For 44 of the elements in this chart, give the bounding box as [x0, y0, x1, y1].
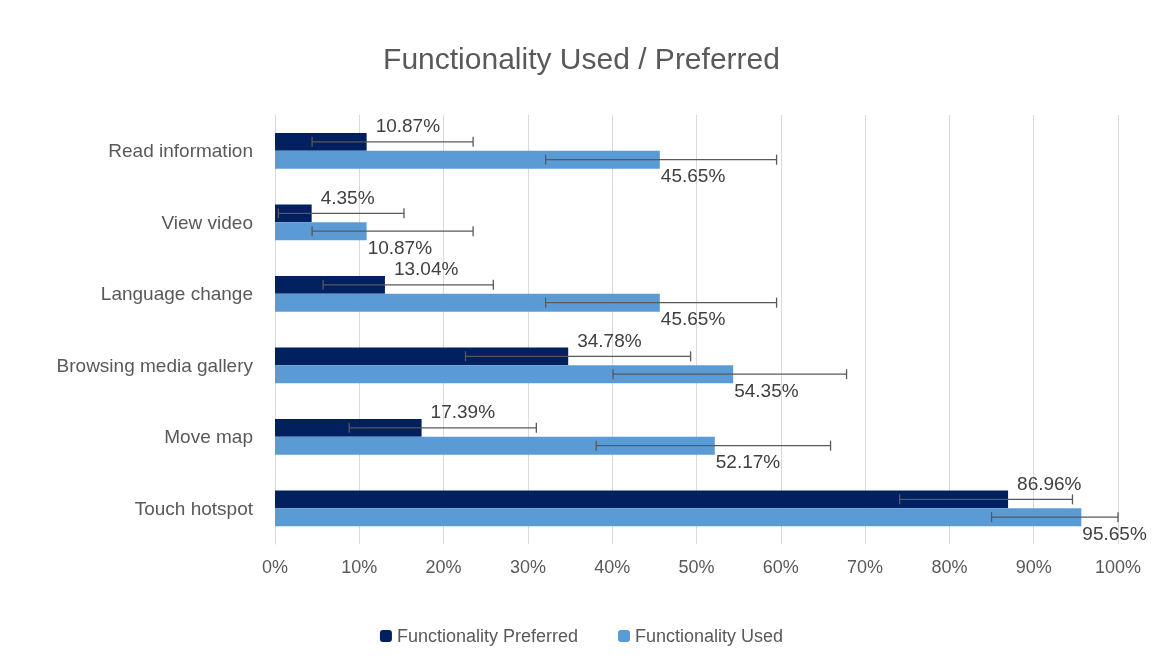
x-tick-label: 0% — [261, 557, 289, 577]
data-label: 45.65% — [660, 308, 726, 330]
x-tick-label: 70% — [847, 557, 884, 577]
legend-label: Functionality Preferred — [396, 626, 579, 646]
x-tick-label: 50% — [678, 557, 715, 577]
y-tick-label: Language change — [100, 283, 253, 305]
bar — [275, 275, 385, 294]
x-tick-label: 20% — [425, 557, 462, 577]
x-tick-label: 100% — [1094, 557, 1142, 577]
x-tick-label: 10% — [341, 557, 378, 577]
data-label: 86.96% — [1017, 472, 1082, 494]
legend-label: Functionality Used — [635, 626, 784, 646]
x-tick-label: 30% — [509, 557, 546, 577]
chart-title: Functionality Used / Preferred — [383, 41, 780, 75]
x-tick-label: 90% — [1015, 557, 1052, 577]
y-tick-label: Move map — [164, 426, 253, 448]
data-label: 10.87% — [375, 115, 441, 137]
y-tick-label: Read information — [108, 140, 253, 162]
data-label: 13.04% — [393, 258, 459, 280]
bar — [275, 293, 660, 312]
x-tick-label: 40% — [594, 557, 631, 577]
data-label: 95.65% — [1082, 522, 1147, 544]
y-tick-label: Browsing media gallery — [56, 354, 254, 376]
data-label: 10.87% — [367, 236, 433, 258]
y-tick-label: View video — [161, 211, 253, 233]
data-label: 34.78% — [577, 329, 642, 351]
bar — [275, 490, 1009, 509]
bar — [275, 204, 312, 223]
bar — [275, 436, 715, 455]
data-label: 4.35% — [320, 186, 375, 208]
y-tick-label: Touch hotspot — [134, 497, 254, 519]
x-tick-label: 80% — [931, 557, 968, 577]
data-label: 17.39% — [430, 401, 496, 423]
bar — [275, 347, 569, 366]
bar — [275, 365, 734, 384]
data-label: 52.17% — [715, 451, 781, 473]
data-label: 45.65% — [660, 165, 726, 187]
bar — [275, 222, 367, 241]
bar — [275, 132, 367, 151]
bar — [275, 418, 422, 437]
bar — [275, 508, 1082, 527]
x-tick-label: 60% — [762, 557, 799, 577]
data-label: 54.35% — [734, 379, 799, 401]
bar — [275, 150, 660, 169]
